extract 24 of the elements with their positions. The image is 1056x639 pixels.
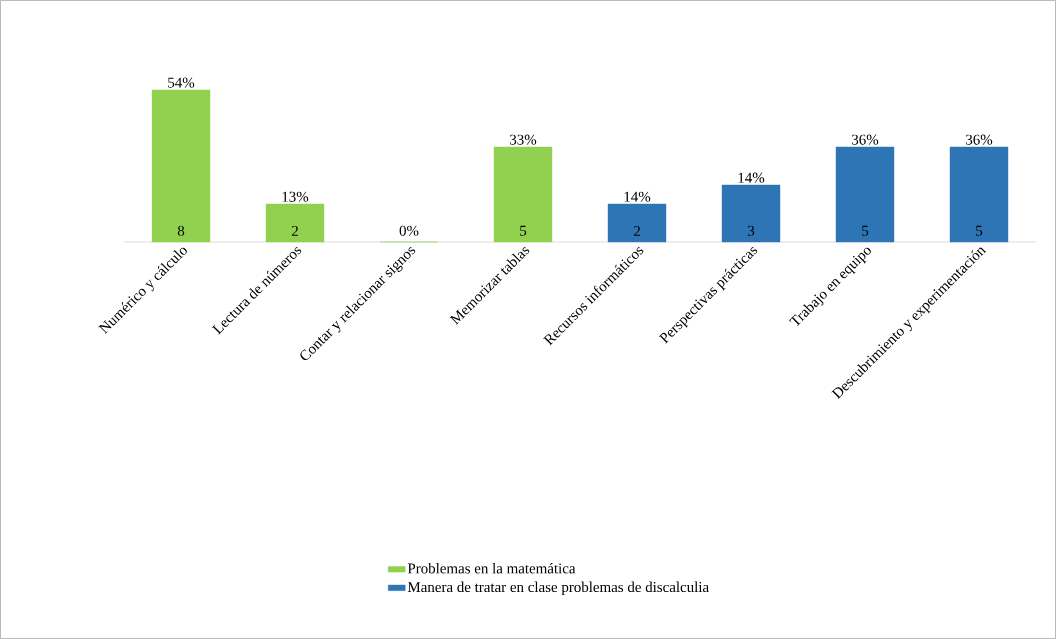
data-label: 5: [862, 225, 869, 236]
bar: [493, 146, 553, 243]
data-label: 2: [633, 225, 640, 236]
data-label: 5: [520, 225, 527, 236]
annotation: 14%: [624, 191, 651, 202]
bar: [949, 146, 1009, 243]
annotation: 14%: [738, 172, 765, 183]
legend-label: Problemas en la matemática: [407, 562, 576, 574]
bar: [721, 184, 781, 243]
annotation: 0%: [399, 225, 419, 236]
bar: [265, 203, 325, 243]
annotation: 13%: [282, 191, 309, 202]
data-label: 8: [177, 225, 185, 236]
bar: [835, 146, 895, 243]
annotation: 36%: [966, 134, 993, 145]
annotation: 54%: [168, 77, 195, 88]
bar: [607, 203, 667, 243]
data-label: 3: [747, 225, 755, 236]
legend-label: Manera de tratar en clase problemas de discalculia: [407, 581, 709, 596]
data-label: 5: [976, 225, 983, 236]
data-label: 2: [291, 225, 298, 236]
annotation: 33%: [510, 134, 537, 145]
annotation: 36%: [852, 134, 879, 145]
bar: [151, 89, 211, 243]
